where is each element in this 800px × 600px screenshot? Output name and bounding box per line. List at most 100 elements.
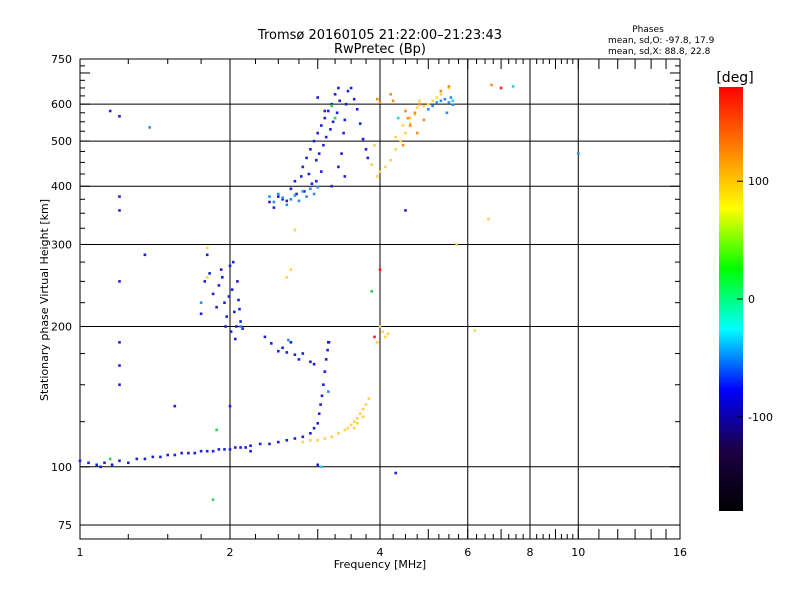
data-point	[401, 124, 405, 127]
data-point	[293, 194, 297, 197]
data-point	[413, 111, 417, 115]
data-point	[316, 439, 319, 442]
data-point	[386, 332, 390, 335]
data-point	[451, 99, 455, 103]
data-point	[166, 453, 169, 457]
data-point	[422, 118, 426, 122]
data-point	[78, 459, 82, 463]
data-point	[277, 192, 280, 196]
data-point	[231, 260, 235, 264]
data-point	[449, 96, 453, 99]
data-point	[373, 143, 376, 147]
data-point	[320, 170, 323, 173]
data-point	[490, 83, 493, 87]
data-point	[381, 330, 384, 333]
data-point	[249, 449, 252, 453]
data-point	[342, 131, 345, 135]
data-point	[330, 102, 333, 106]
data-point	[577, 152, 580, 155]
data-point	[473, 329, 477, 332]
data-point	[118, 280, 121, 283]
y-axis-label: Stationary phase Virtual Height [km]	[38, 199, 51, 401]
data-point	[118, 209, 121, 212]
data-point	[361, 407, 365, 411]
plot-area	[78, 58, 681, 540]
data-point	[238, 307, 241, 311]
data-point	[118, 341, 121, 344]
data-point	[389, 93, 392, 96]
data-point	[320, 465, 323, 469]
data-point	[239, 446, 242, 449]
data-point	[401, 143, 405, 147]
data-point	[415, 131, 419, 135]
data-point	[187, 451, 190, 455]
data-point	[396, 116, 400, 120]
x-tick-label: 10	[571, 546, 585, 559]
data-point	[99, 465, 102, 469]
data-point	[293, 179, 297, 183]
data-point	[228, 264, 232, 268]
data-point	[346, 89, 350, 93]
x-tick-label: 8	[527, 546, 534, 559]
data-point	[103, 461, 106, 465]
data-point	[293, 228, 297, 232]
data-point	[333, 93, 337, 96]
data-point	[307, 172, 311, 176]
data-point	[173, 404, 177, 408]
data-point	[303, 190, 306, 193]
y-tick-labels: 75 100 200 300 400 500 600 750	[51, 53, 72, 532]
data-point	[159, 455, 162, 459]
data-point	[143, 253, 147, 257]
data-point	[87, 461, 90, 465]
data-point	[316, 185, 319, 189]
data-point	[418, 99, 421, 103]
data-point	[301, 440, 305, 444]
y-tick-label: 400	[51, 180, 72, 193]
data-point	[427, 108, 430, 111]
data-point	[445, 111, 449, 115]
data-point	[399, 139, 402, 143]
data-point	[118, 459, 121, 463]
data-point	[211, 449, 215, 453]
data-point	[326, 348, 329, 352]
data-point	[143, 457, 147, 461]
data-point	[323, 109, 327, 113]
x-tick-label: 1	[77, 546, 84, 559]
data-point	[315, 179, 318, 183]
data-point	[343, 428, 347, 432]
data-point	[355, 422, 359, 425]
data-point	[324, 135, 328, 139]
data-point	[110, 463, 114, 467]
data-point	[208, 272, 211, 275]
colorbar-label: [deg]	[716, 70, 753, 86]
data-point	[199, 312, 203, 316]
data-point	[217, 284, 221, 287]
data-point	[439, 99, 443, 103]
data-point	[285, 276, 289, 279]
data-point	[173, 453, 177, 457]
data-point	[151, 455, 155, 459]
data-point	[330, 104, 333, 108]
data-point	[358, 412, 362, 415]
data-point	[293, 353, 297, 356]
data-point	[305, 156, 308, 160]
data-point	[323, 116, 327, 120]
data-point	[237, 298, 240, 302]
data-point	[268, 442, 271, 446]
grid-lines	[80, 59, 680, 539]
data-point	[413, 113, 417, 116]
data-point	[244, 446, 247, 449]
data-point	[344, 102, 348, 106]
data-point	[451, 103, 455, 107]
data-point	[408, 116, 412, 120]
data-point	[317, 412, 321, 415]
data-point	[309, 148, 312, 151]
data-point	[211, 498, 215, 501]
data-point	[361, 137, 365, 141]
data-point	[227, 295, 231, 298]
data-point	[394, 135, 397, 139]
colorbar-tick-label: 100	[748, 175, 769, 188]
data-point	[406, 116, 410, 120]
data-point	[277, 195, 280, 198]
data-point	[118, 364, 121, 367]
